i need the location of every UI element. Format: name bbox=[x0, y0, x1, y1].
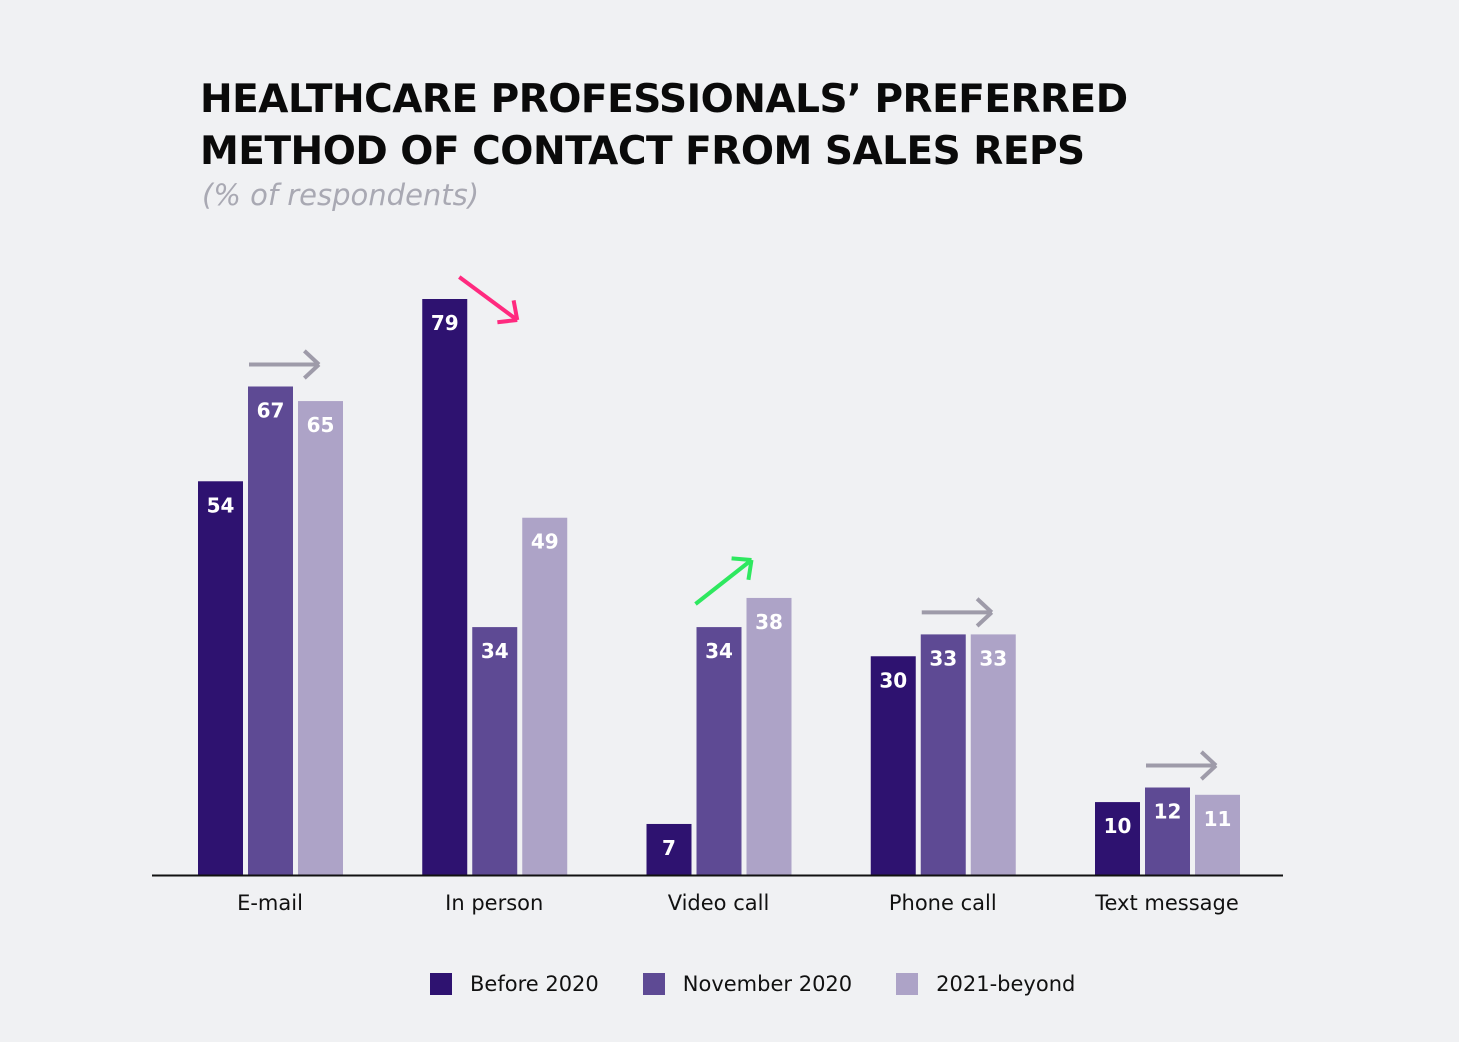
bar bbox=[920, 634, 966, 875]
data-label: 49 bbox=[531, 530, 559, 554]
category-label: Video call bbox=[668, 891, 770, 915]
data-label: 67 bbox=[257, 398, 285, 422]
legend-item-2021-beyond: 2021-beyond bbox=[896, 972, 1075, 996]
bar bbox=[696, 627, 742, 875]
bar bbox=[1095, 802, 1140, 875]
legend-swatch bbox=[896, 973, 919, 995]
bar bbox=[1195, 794, 1240, 875]
data-label: 10 bbox=[1104, 814, 1132, 838]
chart-title-line-2: METHOD OF CONTACT FROM SALES REPS bbox=[200, 129, 1085, 174]
category-label: Phone call bbox=[889, 891, 997, 915]
data-label: 30 bbox=[879, 668, 907, 692]
data-label: 79 bbox=[431, 311, 459, 335]
category-label: In person bbox=[445, 891, 543, 915]
trend-arrow-flat-icon bbox=[249, 349, 321, 380]
category-label: E-mail bbox=[237, 891, 303, 915]
bar bbox=[422, 299, 468, 875]
legend-item-november-2020: November 2020 bbox=[642, 972, 853, 996]
data-label: 34 bbox=[481, 639, 509, 663]
data-label: 11 bbox=[1204, 807, 1232, 831]
legend-label: 2021-beyond bbox=[936, 972, 1076, 996]
bar bbox=[198, 481, 243, 875]
trend-arrow-flat-icon bbox=[1146, 750, 1218, 781]
legend-item-before-2020: Before 2020 bbox=[430, 972, 599, 996]
chart-title-line-1: HEALTHCARE PROFESSIONALS’ PREFERRED bbox=[200, 77, 1128, 122]
bar bbox=[298, 401, 343, 875]
chart-title: HEALTHCARE PROFESSIONALS’ PREFERRED METH… bbox=[200, 74, 1128, 178]
data-label: 33 bbox=[979, 646, 1007, 670]
legend-swatch bbox=[430, 973, 452, 995]
data-label: 12 bbox=[1154, 800, 1182, 824]
bar bbox=[472, 627, 518, 875]
data-label: 38 bbox=[755, 610, 783, 634]
legend-label: Before 2020 bbox=[470, 972, 599, 996]
trend-arrow-down-icon bbox=[458, 275, 520, 325]
legend-label: November 2020 bbox=[682, 972, 853, 996]
trend-arrow-up-icon bbox=[694, 556, 754, 606]
data-label: 33 bbox=[929, 646, 957, 670]
bar bbox=[870, 656, 916, 875]
legend-swatch bbox=[642, 973, 665, 995]
data-label: 65 bbox=[307, 413, 335, 437]
trend-arrow-flat-icon bbox=[921, 597, 994, 628]
legend: Before 2020 November 2020 2021-beyond bbox=[430, 972, 1119, 996]
bar bbox=[1145, 787, 1190, 875]
category-label: Text message bbox=[1094, 891, 1239, 915]
data-label: 54 bbox=[207, 493, 235, 517]
bar bbox=[970, 634, 1016, 875]
data-label: 7 bbox=[662, 836, 676, 860]
chart-subtitle: (% of respondents) bbox=[202, 178, 480, 212]
bar bbox=[248, 386, 293, 875]
bar bbox=[646, 823, 692, 875]
bar bbox=[522, 517, 568, 875]
bar bbox=[746, 597, 792, 875]
data-label: 34 bbox=[705, 639, 733, 663]
